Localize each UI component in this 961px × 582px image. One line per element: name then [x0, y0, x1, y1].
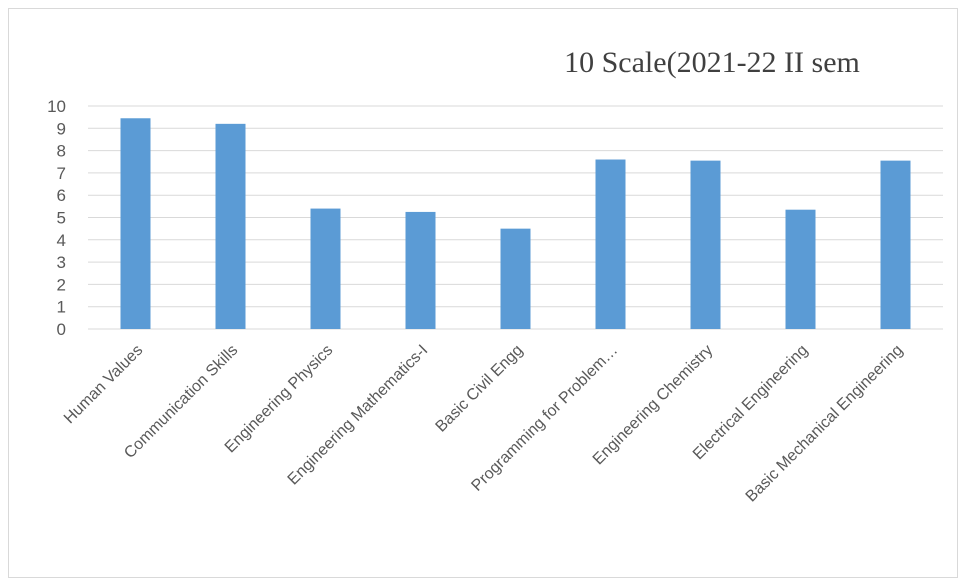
y-axis-ticks: 0 1 2 3 4 5 6 7 8 9 10	[47, 97, 66, 339]
y-tick-label: 2	[57, 275, 66, 294]
x-category-label: Basic Mechanical Engineering	[743, 342, 907, 506]
bar	[690, 160, 721, 329]
bar	[500, 228, 531, 329]
y-tick-label: 1	[57, 298, 66, 317]
bar	[595, 159, 626, 329]
y-tick-label: 10	[47, 97, 66, 116]
bar	[880, 160, 911, 329]
bars	[120, 118, 911, 329]
bar	[310, 208, 341, 329]
chart-title: 10 Scale(2021-22 II sem	[564, 46, 860, 79]
bar	[785, 209, 816, 329]
bar	[120, 118, 151, 329]
bar	[405, 211, 436, 329]
y-tick-label: 0	[57, 320, 66, 339]
y-tick-label: 7	[57, 164, 66, 183]
x-category-label: Human Values	[61, 342, 146, 427]
y-tick-label: 8	[57, 142, 66, 161]
y-tick-label: 6	[57, 186, 66, 205]
y-tick-label: 5	[57, 209, 66, 228]
bar	[215, 123, 246, 329]
x-category-label: Basic Civil Engg	[433, 342, 527, 436]
y-tick-label: 4	[57, 231, 66, 250]
y-tick-label: 9	[57, 119, 66, 138]
x-category-label: Engineering Physics	[222, 342, 337, 457]
y-tick-label: 3	[57, 253, 66, 272]
